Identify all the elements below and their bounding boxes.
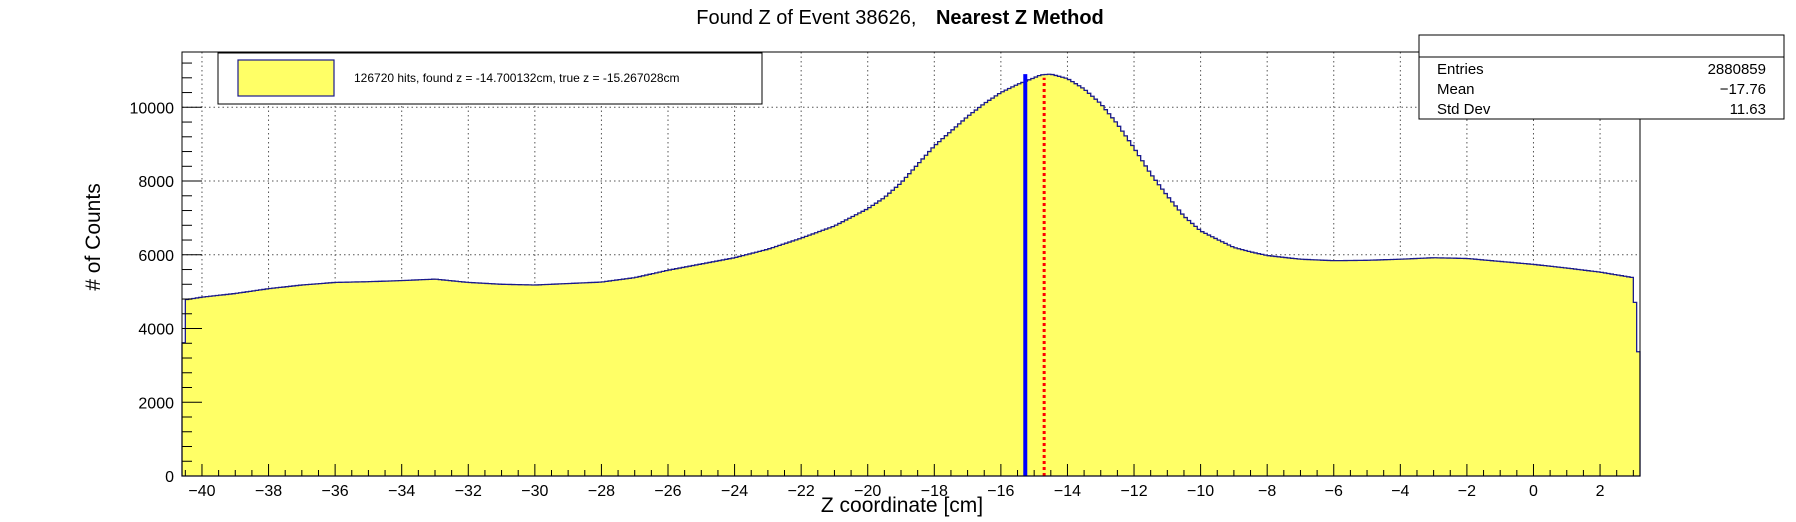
- x-tick-label: −8: [1258, 483, 1276, 500]
- x-tick-label: −2: [1458, 483, 1476, 500]
- x-tick-label: 0: [1529, 483, 1538, 500]
- marker-layer: [1023, 74, 1046, 476]
- legend-label: 126720 hits, found z = -14.700132cm, tru…: [354, 71, 680, 85]
- y-tick-label: 10000: [130, 100, 175, 117]
- x-tick-label: −22: [788, 483, 815, 500]
- data-layer: [181, 73, 1641, 477]
- y-tick-label: 4000: [138, 322, 174, 339]
- x-tick-label: −40: [188, 483, 215, 500]
- legend: 126720 hits, found z = -14.700132cm, tru…: [217, 52, 763, 105]
- x-tick-label: −30: [521, 483, 548, 500]
- axis-layer: −40 −38 −36 −34 −32 −30 −28 −26 −24 −22 −20 −18 −16−…: [130, 51, 1641, 500]
- x-tick-label: −10: [1187, 483, 1214, 500]
- x-tick-label: −38: [255, 483, 282, 500]
- histogram-area: [181, 73, 1641, 477]
- stats-stddev-value: 11.63: [1730, 101, 1766, 118]
- x-tick-label: −16: [987, 483, 1014, 500]
- x-tick-label: −18: [921, 483, 948, 500]
- y-tick-label: 2000: [138, 395, 174, 412]
- x-tick-label: −20: [854, 483, 881, 500]
- chart-title-method: Nearest Z Method: [936, 7, 1104, 29]
- chart-title: Found Z of Event 38626, Nearest Z Method: [696, 7, 1104, 29]
- x-tick-label: −24: [721, 483, 748, 500]
- x-tick-label: −12: [1120, 483, 1147, 500]
- chart-title-prefix: Found Z of Event 38626,: [696, 7, 916, 29]
- x-tick-label: −36: [322, 483, 349, 500]
- legend-swatch: [237, 59, 335, 97]
- stats-stddev-label: Std Dev: [1437, 101, 1491, 118]
- stats-mean-label: Mean: [1437, 81, 1475, 98]
- x-tick-label: −34: [388, 483, 415, 500]
- y-axis-title: # of Counts: [82, 183, 105, 290]
- stats-frame: [1418, 34, 1785, 120]
- stats-entries-value: 2880859: [1708, 61, 1766, 78]
- x-tick-label: −14: [1054, 483, 1081, 500]
- x-axis-title: Z coordinate [cm]: [821, 494, 983, 517]
- x-tick-label: 2: [1596, 483, 1605, 500]
- x-tick-label: −4: [1391, 483, 1409, 500]
- x-tick-label: −6: [1325, 483, 1343, 500]
- y-tick-label: 8000: [138, 174, 174, 191]
- x-tick-label: −26: [654, 483, 681, 500]
- stats-box: Entries 2880859 Mean −17.76 Std Dev 11.6…: [1418, 34, 1785, 120]
- stats-entries-label: Entries: [1437, 61, 1484, 78]
- y-tick-label: 0: [165, 469, 174, 486]
- stats-mean-value: −17.76: [1720, 81, 1766, 98]
- y-tick-label: 6000: [138, 248, 174, 265]
- x-tick-label: −28: [588, 483, 615, 500]
- plot-frame: [181, 51, 1641, 477]
- x-tick-label: −32: [455, 483, 482, 500]
